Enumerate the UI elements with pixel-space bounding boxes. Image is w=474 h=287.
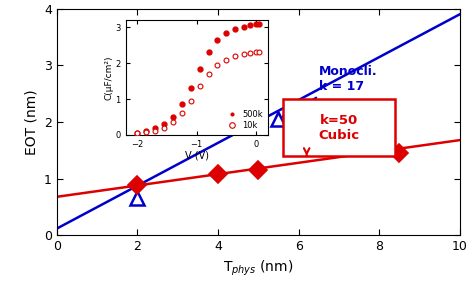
Text: Monocli.
k = 17: Monocli. k = 17 (283, 65, 377, 117)
X-axis label: T$_{phys}$ (nm): T$_{phys}$ (nm) (223, 259, 293, 278)
Legend: 500k, 10k: 500k, 10k (223, 109, 264, 131)
Text: k=50
Cubic: k=50 Cubic (319, 114, 359, 142)
Y-axis label: EOT (nm): EOT (nm) (25, 89, 38, 155)
X-axis label: V (V): V (V) (185, 150, 209, 160)
FancyBboxPatch shape (283, 99, 395, 156)
Y-axis label: C(μF/cm²): C(μF/cm²) (105, 55, 114, 100)
